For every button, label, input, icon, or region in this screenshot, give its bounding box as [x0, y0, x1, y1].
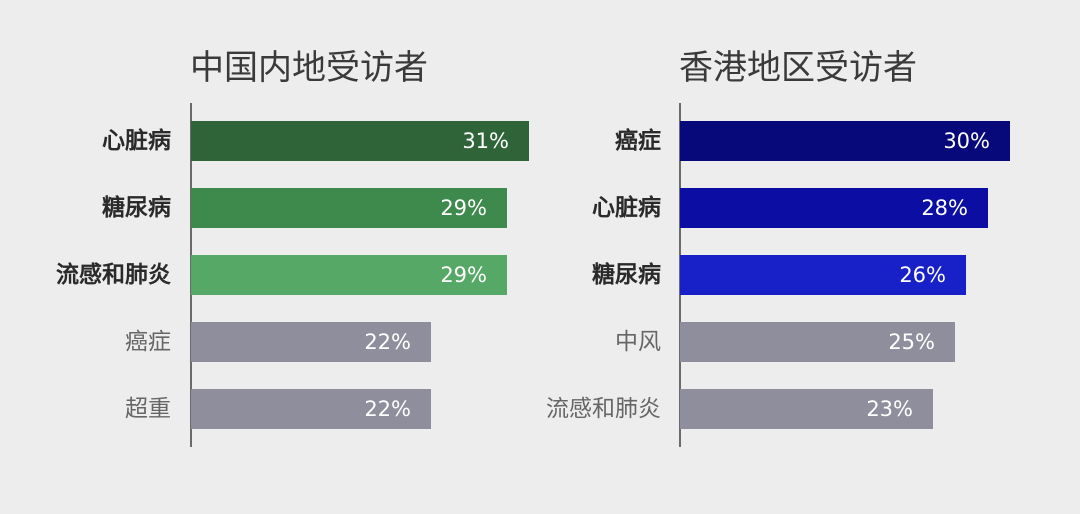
category-label: 心脏病: [592, 195, 661, 221]
category-label: 癌症: [125, 329, 171, 355]
bar: 26%: [680, 255, 966, 295]
data-label: 29%: [440, 263, 487, 287]
chart-title: 香港地区受访者: [679, 48, 917, 88]
bar: 30%: [680, 121, 1010, 161]
bar: 22%: [191, 322, 431, 362]
category-label: 心脏病: [102, 128, 171, 154]
bar: 31%: [191, 121, 529, 161]
data-label: 30%: [943, 129, 990, 153]
bar: 25%: [680, 322, 955, 362]
category-label: 糖尿病: [102, 195, 171, 221]
category-label: 糖尿病: [592, 262, 661, 288]
data-label: 23%: [866, 397, 913, 421]
bar: 22%: [191, 389, 431, 429]
bar: 23%: [680, 389, 933, 429]
data-label: 28%: [921, 196, 968, 220]
data-label: 31%: [462, 129, 509, 153]
bar: 29%: [191, 188, 507, 228]
category-label: 中风: [615, 329, 661, 355]
category-label: 癌症: [615, 128, 661, 154]
data-label: 25%: [888, 330, 935, 354]
bar: 28%: [680, 188, 988, 228]
data-label: 26%: [899, 263, 946, 287]
data-label: 22%: [364, 330, 411, 354]
data-label: 29%: [440, 196, 487, 220]
category-label: 流感和肺炎: [546, 396, 661, 422]
data-label: 22%: [364, 397, 411, 421]
chart-title: 中国内地受访者: [190, 48, 428, 88]
chart-mainland: 中国内地受访者 心脏病 31% 糖尿病 29% 流感和肺炎 29% 癌症 22% 超重 22%: [56, 48, 529, 447]
category-label: 超重: [125, 396, 171, 422]
bar: 29%: [191, 255, 507, 295]
category-label: 流感和肺炎: [56, 262, 171, 288]
